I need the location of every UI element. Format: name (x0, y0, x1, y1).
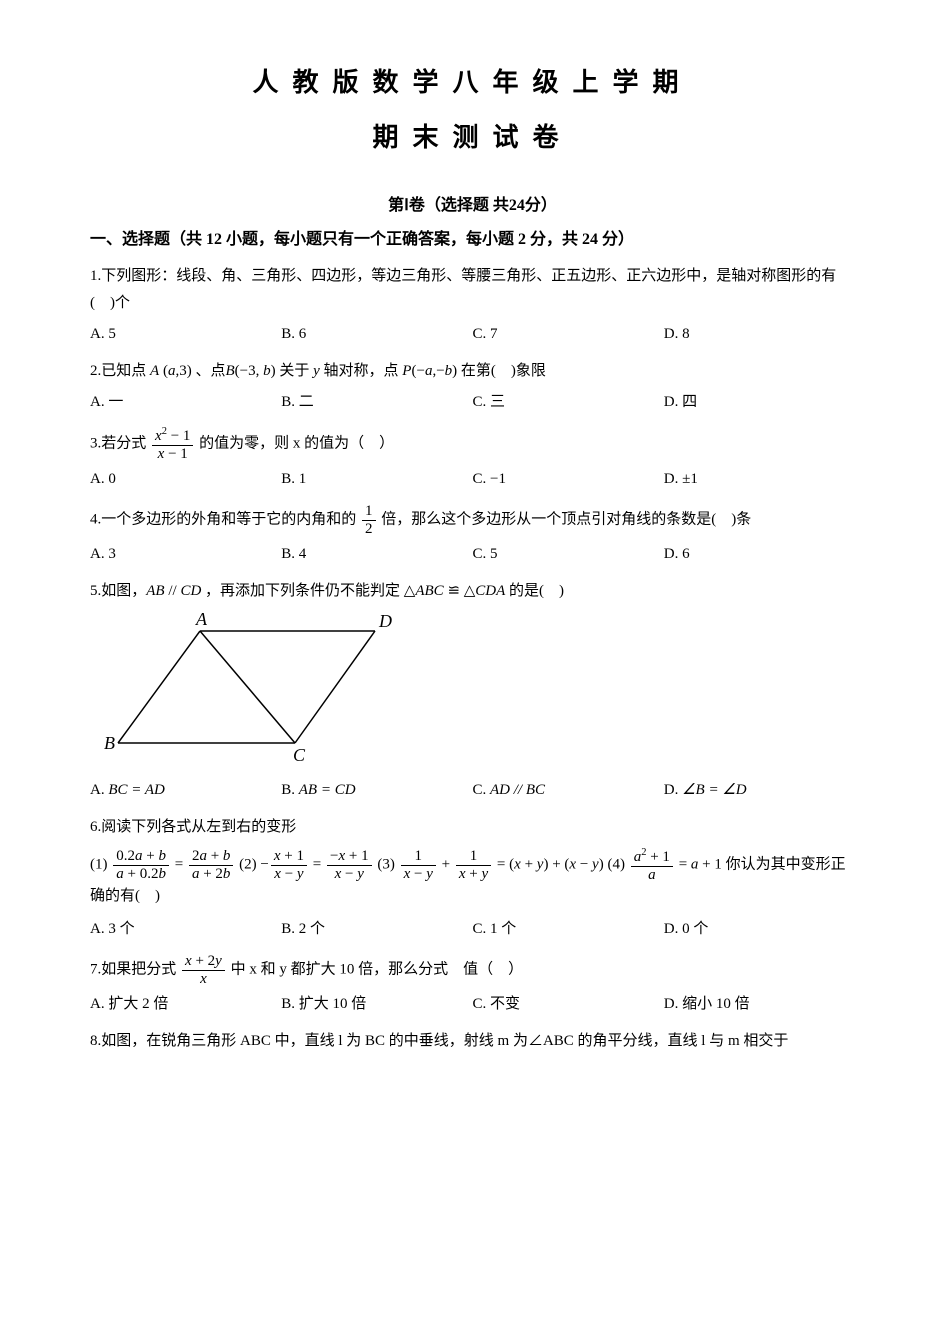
q7-optA: A. 扩大 2 倍 (90, 991, 281, 1018)
q3-optB: B. 1 (281, 466, 472, 493)
q4-optB: B. 4 (281, 541, 472, 568)
q3-fraction: x2 − 1x − 1 (152, 426, 193, 462)
part-header: 第Ⅰ卷（选择题 共24分） (90, 192, 855, 221)
q5-optD: D. ∠B = ∠D (664, 777, 855, 804)
q7-optB: B. 扩大 10 倍 (281, 991, 472, 1018)
svg-text:C: C (293, 745, 306, 763)
q3-stem: 3.若分式 x2 − 1x − 1 的值为零，则 x 的值为（ ） (90, 426, 855, 462)
q2-optA: A. 一 (90, 389, 281, 416)
q2-stem: 2.已知点 A (a,3) 、点B(−3, b) 关于 y 轴对称，点 P(−a… (90, 358, 855, 385)
title-sub: 期末测试卷 (90, 115, 855, 162)
q7-stem: 7.如果把分式 x + 2yx 中 x 和 y 都扩大 10 倍，那么分式 值（… (90, 953, 855, 987)
q6-options: A. 3 个 B. 2 个 C. 1 个 D. 0 个 (90, 916, 855, 943)
q1-stem: 1.下列图形：线段、角、三角形、四边形，等边三角形、等腰三角形、正五边形、正六边… (90, 263, 855, 317)
section1-instructions: 一、选择题（共 12 小题，每小题只有一个正确答案，每小题 2 分，共 24 分… (90, 226, 855, 255)
q4-optC: C. 5 (473, 541, 664, 568)
q2-math-A: A (150, 363, 159, 379)
q5-optB: B. AB = CD (281, 777, 472, 804)
q6-optA: A. 3 个 (90, 916, 281, 943)
q8-stem: 8.如图，在锐角三角形 ABC 中，直线 l 为 BC 的中垂线，射线 m 为∠… (90, 1028, 855, 1055)
q3-optC: C. −1 (473, 466, 664, 493)
q7-options: A. 扩大 2 倍 B. 扩大 10 倍 C. 不变 D. 缩小 10 倍 (90, 991, 855, 1018)
q4-stem: 4.一个多边形的外角和等于它的内角和的 12 倍，那么这个多边形从一个顶点引对角… (90, 503, 855, 537)
q5-optC: C. AD // BC (473, 777, 664, 804)
q1-options: A. 5 B. 6 C. 7 D. 8 (90, 321, 855, 348)
q5-options: A. BC = AD B. AB = CD C. AD // BC D. ∠B … (90, 777, 855, 804)
q7-optC: C. 不变 (473, 991, 664, 1018)
q2-optD: D. 四 (664, 389, 855, 416)
q6-equations: (1) 0.2a + ba + 0.2b = 2a + ba + 2b (2) … (90, 847, 855, 910)
q4-optA: A. 3 (90, 541, 281, 568)
q3-options: A. 0 B. 1 C. −1 D. ±1 (90, 466, 855, 493)
q1-optC: C. 7 (473, 321, 664, 348)
svg-text:A: A (195, 613, 208, 629)
q7-optD: D. 缩小 10 倍 (664, 991, 855, 1018)
q1-optD: D. 8 (664, 321, 855, 348)
svg-text:B: B (104, 733, 115, 753)
q4-fraction: 12 (362, 503, 376, 537)
q2-options: A. 一 B. 二 C. 三 D. 四 (90, 389, 855, 416)
q3-optD: D. ±1 (664, 466, 855, 493)
q6-optB: B. 2 个 (281, 916, 472, 943)
title-main: 人教版数学八年级上学期 (90, 60, 855, 107)
q1-optB: B. 6 (281, 321, 472, 348)
q2-optB: B. 二 (281, 389, 472, 416)
q6-stem: 6.阅读下列各式从左到右的变形 (90, 814, 855, 841)
q1-optA: A. 5 (90, 321, 281, 348)
q2-optC: C. 三 (473, 389, 664, 416)
q7-fraction: x + 2yx (182, 953, 225, 987)
q5-figure: A D B C (100, 613, 855, 773)
q6-optC: C. 1 个 (473, 916, 664, 943)
q6-optD: D. 0 个 (664, 916, 855, 943)
q5-svg: A D B C (100, 613, 420, 763)
svg-text:D: D (378, 613, 392, 631)
q2-math-B: B (225, 363, 234, 379)
q5-stem: 5.如图，AB // CD ，再添加下列条件仍不能判定 △ABC ≌ △CDA … (90, 578, 855, 605)
q4-options: A. 3 B. 4 C. 5 D. 6 (90, 541, 855, 568)
q4-optD: D. 6 (664, 541, 855, 568)
q5-optA: A. BC = AD (90, 777, 281, 804)
q3-optA: A. 0 (90, 466, 281, 493)
